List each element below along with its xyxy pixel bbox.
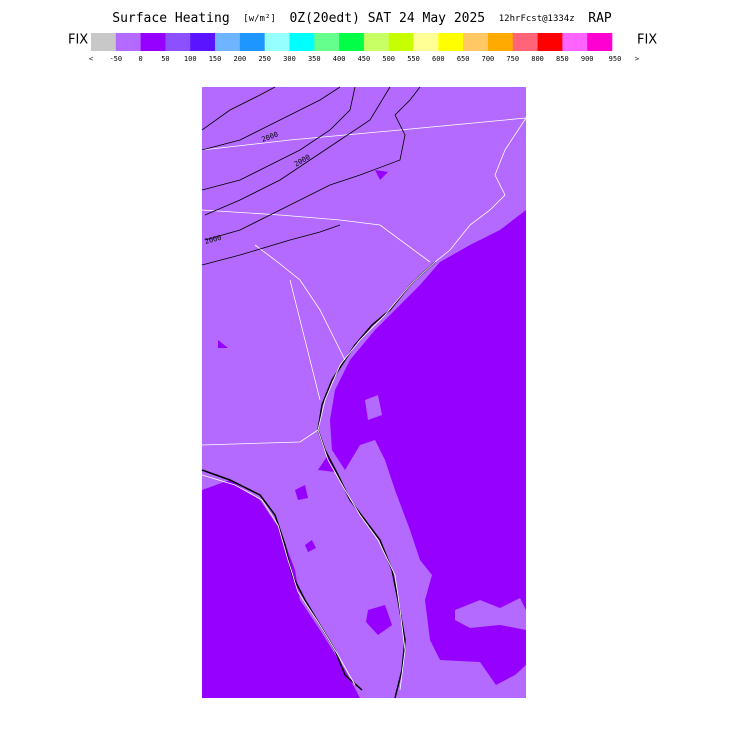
colorbar-swatch	[115, 33, 141, 51]
colorbar-swatch	[239, 33, 265, 51]
contour	[204, 86, 391, 216]
colorbar-label: 650	[457, 55, 470, 63]
title-part: 12hrFcst@1334z	[499, 14, 575, 24]
colorbar-swatch	[388, 33, 414, 51]
patch	[305, 540, 316, 552]
patch	[218, 340, 228, 348]
colorbar-label: 300	[283, 55, 296, 63]
title-part: RAP	[588, 11, 612, 26]
colorbar-label: 600	[432, 55, 445, 63]
contour	[201, 86, 356, 191]
state-border	[254, 244, 346, 361]
colorbar-swatch	[91, 33, 117, 51]
colorbar-swatch	[339, 33, 365, 51]
title-part: 0Z(20edt) SAT 24 May 2025	[289, 11, 485, 26]
colorbar-label: 100	[184, 55, 197, 63]
coastline	[201, 469, 363, 691]
fix-left: FIX	[68, 33, 88, 48]
colorbar-swatch	[562, 33, 588, 51]
patch	[318, 455, 335, 472]
colorbar-label: 0	[139, 55, 143, 63]
colorbar-label: 50	[161, 55, 169, 63]
state-border	[289, 279, 321, 401]
contour	[201, 86, 341, 151]
colorbar-label: 400	[333, 55, 346, 63]
colorbar-swatch	[165, 33, 191, 51]
colorbar-below: <	[89, 55, 93, 63]
colorbar-label: 350	[308, 55, 321, 63]
colorbar-label: 950	[609, 55, 622, 63]
colorbar-swatch	[190, 33, 216, 51]
colorbar-swatch	[363, 33, 390, 51]
colorbar-swatch	[512, 33, 538, 51]
colorbar-swatch	[438, 33, 464, 51]
colorbar-swatch	[215, 33, 241, 51]
colorbar-swatch	[413, 33, 439, 51]
colorbar-label: 250	[258, 55, 271, 63]
contour	[201, 224, 341, 266]
colorbar-label: 450	[358, 55, 371, 63]
coastline	[317, 117, 527, 691]
patch	[455, 598, 526, 630]
colorbar-label: 500	[382, 55, 395, 63]
fix-right: FIX	[637, 33, 657, 48]
ocean-field	[330, 210, 526, 685]
title-part: Surface Heating	[112, 11, 229, 26]
patch	[366, 605, 392, 635]
colorbar-swatch	[140, 33, 166, 51]
patch	[375, 170, 388, 180]
colorbar-above: >	[635, 55, 639, 63]
colorbar-label: 200	[234, 55, 247, 63]
title-part: [w/m²]	[243, 14, 276, 24]
colorbar-swatch	[463, 33, 489, 51]
colorbar-label: 550	[407, 55, 420, 63]
colorbar-label: 850	[556, 55, 569, 63]
colorbar-label: 750	[506, 55, 519, 63]
gulf-field	[202, 480, 360, 698]
patch	[295, 485, 308, 500]
colorbar-swatch	[487, 33, 514, 51]
map: 2000 2000 2000	[201, 86, 527, 699]
state-border	[201, 429, 319, 446]
colorbar-swatch	[264, 33, 290, 51]
colorbar-label: -50	[109, 55, 122, 63]
title: Surface Heating [w/m²] 0Z(20edt) SAT 24 …	[112, 8, 612, 27]
colorbar-label: 900	[581, 55, 594, 63]
colorbar-swatch	[289, 33, 315, 51]
colorbar-label: 700	[482, 55, 495, 63]
state-border	[201, 117, 527, 151]
colorbar-swatch	[537, 33, 563, 51]
colorbar-label: 150	[209, 55, 222, 63]
colorbar-label: 800	[531, 55, 544, 63]
contour	[204, 86, 421, 241]
contour	[201, 86, 276, 131]
patch	[365, 395, 382, 420]
colorbar-swatch	[314, 33, 340, 51]
coastline	[201, 474, 356, 686]
colorbar-swatch	[587, 33, 613, 51]
state-border	[201, 209, 431, 263]
colorbar: < -50 0 50 100 150 200 250 300 350 400 450 500 550 600…	[89, 33, 639, 63]
